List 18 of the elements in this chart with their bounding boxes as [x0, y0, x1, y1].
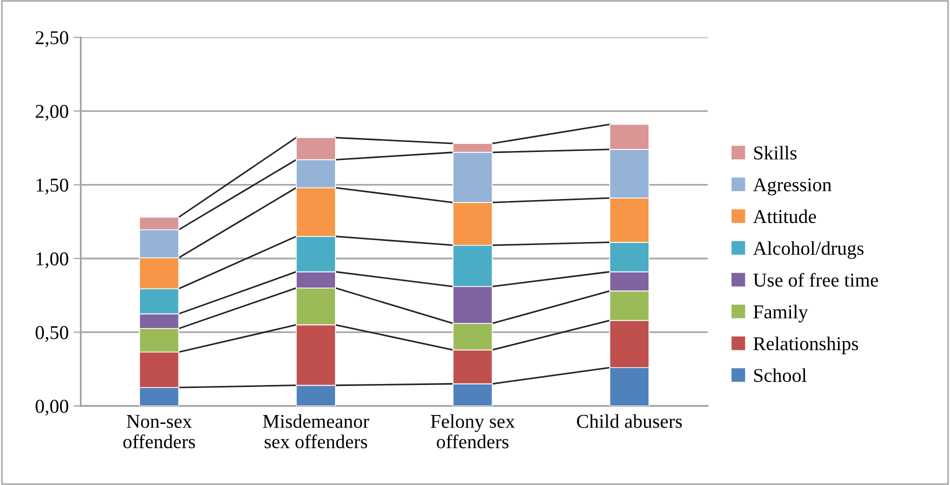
y-tick-label: 0,50	[36, 326, 68, 342]
y-tick-label: 0,00	[36, 400, 68, 416]
x-tick-label: Misdemeanor sex offenders	[262, 414, 370, 448]
legend-label: Attitude	[753, 209, 816, 224]
x-tick-label: Child abusers	[576, 414, 682, 428]
legend-label: Relationships	[753, 336, 858, 354]
y-tick-label: 2,00	[36, 104, 68, 121]
legend-label: Alcohol/drugs	[753, 241, 864, 259]
y-tick-label: 2,50	[36, 31, 68, 48]
legend-label: Use of free time	[753, 272, 878, 287]
y-tick-label: 1,00	[36, 252, 68, 268]
legend-label: Family	[753, 304, 808, 322]
legend-label: Agression	[753, 178, 832, 196]
legend-label: School	[754, 368, 807, 382]
x-tick-label: Felony sex offenders	[430, 414, 515, 448]
x-tick-label: Non-sex offenders	[123, 415, 195, 448]
legend-label: Skills	[754, 146, 797, 160]
y-tick-label: 1,50	[36, 178, 68, 195]
